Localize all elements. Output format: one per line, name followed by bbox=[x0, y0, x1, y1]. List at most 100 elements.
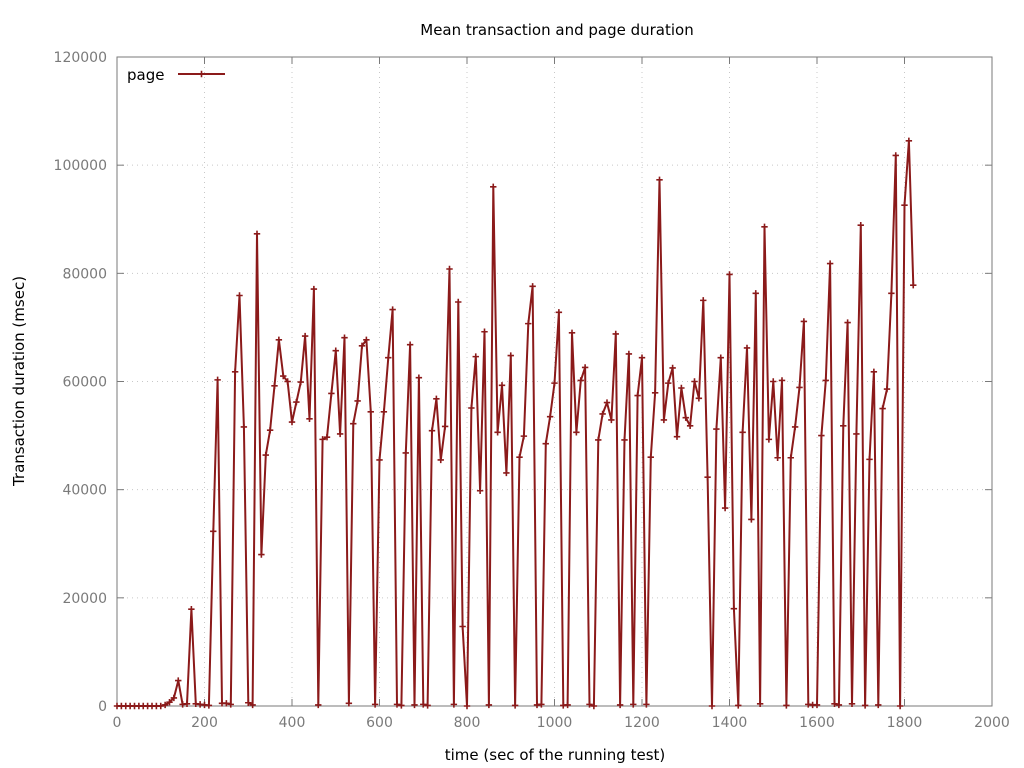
x-tick-label: 2000 bbox=[974, 715, 1010, 731]
data-point bbox=[647, 454, 654, 461]
data-point bbox=[258, 551, 265, 558]
data-point bbox=[350, 420, 357, 427]
data-point bbox=[280, 372, 287, 380]
data-point bbox=[813, 701, 821, 709]
data-point bbox=[546, 413, 554, 420]
data-point bbox=[236, 292, 243, 299]
data-point bbox=[831, 700, 838, 708]
y-axis-label: Transaction duration (msec) bbox=[10, 276, 28, 487]
x-tick-label: 400 bbox=[279, 715, 306, 731]
x-tick-label: 1000 bbox=[537, 715, 573, 731]
data-point bbox=[455, 298, 462, 306]
data-point bbox=[901, 201, 908, 209]
data-point bbox=[651, 389, 659, 397]
data-point bbox=[507, 352, 514, 359]
data-point bbox=[551, 379, 558, 387]
data-point bbox=[214, 376, 221, 384]
data-point bbox=[520, 432, 528, 440]
data-point bbox=[739, 429, 746, 436]
x-tick-label: 1200 bbox=[624, 715, 660, 731]
data-point bbox=[896, 702, 904, 710]
data-point bbox=[599, 410, 606, 418]
data-point bbox=[363, 336, 370, 344]
x-tick-labels: 0 200 400 600 800 1000 1200 1400 1600 1800 2000 bbox=[113, 715, 1010, 731]
data-point bbox=[853, 430, 860, 438]
data-point bbox=[371, 701, 379, 708]
data-point bbox=[800, 318, 808, 325]
data-point bbox=[892, 152, 899, 159]
data-point bbox=[770, 378, 777, 385]
data-point bbox=[227, 701, 234, 708]
data-point bbox=[468, 404, 475, 412]
data-point bbox=[393, 701, 401, 708]
data-point bbox=[328, 390, 335, 397]
data-point bbox=[437, 456, 444, 464]
data-point bbox=[577, 377, 584, 384]
data-point bbox=[682, 414, 689, 421]
data-point bbox=[223, 700, 230, 707]
data-point bbox=[700, 297, 707, 304]
data-point bbox=[336, 430, 344, 438]
data-point bbox=[748, 516, 755, 523]
data-point bbox=[166, 699, 173, 706]
data-point bbox=[503, 469, 510, 477]
data-point bbox=[691, 378, 698, 385]
data-point bbox=[210, 528, 217, 535]
data-point bbox=[498, 382, 506, 389]
legend-marker-page bbox=[198, 70, 205, 78]
data-point bbox=[910, 282, 917, 289]
data-point bbox=[765, 436, 773, 443]
data-point bbox=[271, 382, 278, 390]
data-point bbox=[341, 334, 348, 341]
data-point bbox=[638, 354, 646, 361]
data-point bbox=[778, 377, 786, 384]
x-tick-label: 600 bbox=[366, 715, 393, 731]
data-point bbox=[708, 702, 716, 710]
data-point bbox=[783, 702, 790, 709]
data-point bbox=[883, 385, 891, 393]
data-point bbox=[398, 702, 405, 709]
data-point bbox=[450, 701, 458, 708]
data-point bbox=[376, 456, 383, 464]
x-tick-label: 1800 bbox=[887, 715, 923, 731]
data-point bbox=[603, 399, 611, 406]
data-point bbox=[660, 416, 668, 424]
data-point bbox=[866, 456, 873, 463]
x-tick-label: 1400 bbox=[712, 715, 748, 731]
data-point bbox=[332, 347, 339, 354]
data-point bbox=[857, 221, 864, 229]
data-point bbox=[756, 700, 764, 708]
y-tick-label: 100000 bbox=[54, 158, 107, 174]
x-axis-label: time (sec of the running test) bbox=[445, 746, 666, 764]
data-point bbox=[634, 392, 641, 399]
data-point bbox=[463, 702, 471, 710]
grid bbox=[117, 57, 992, 706]
data-point bbox=[380, 408, 388, 415]
data-point bbox=[861, 702, 869, 709]
data-point bbox=[249, 701, 256, 709]
data-point bbox=[879, 405, 886, 412]
data-point bbox=[761, 223, 768, 231]
data-point bbox=[315, 701, 322, 709]
data-point bbox=[205, 702, 213, 709]
data-point bbox=[183, 700, 191, 708]
data-point bbox=[796, 384, 803, 391]
data-point bbox=[848, 700, 856, 708]
data-point bbox=[673, 433, 681, 440]
data-point bbox=[433, 395, 440, 403]
data-point bbox=[161, 701, 169, 709]
data-point bbox=[231, 368, 239, 375]
data-point bbox=[297, 378, 304, 386]
data-point bbox=[428, 427, 436, 434]
data-point bbox=[581, 364, 589, 371]
x-tick-label: 200 bbox=[191, 715, 218, 731]
data-point bbox=[358, 342, 366, 350]
data-point bbox=[717, 354, 724, 361]
data-point bbox=[595, 436, 602, 444]
data-point bbox=[511, 702, 519, 709]
data-point bbox=[253, 230, 261, 238]
data-point bbox=[354, 397, 361, 405]
data-point bbox=[459, 623, 466, 630]
data-point bbox=[490, 183, 497, 190]
